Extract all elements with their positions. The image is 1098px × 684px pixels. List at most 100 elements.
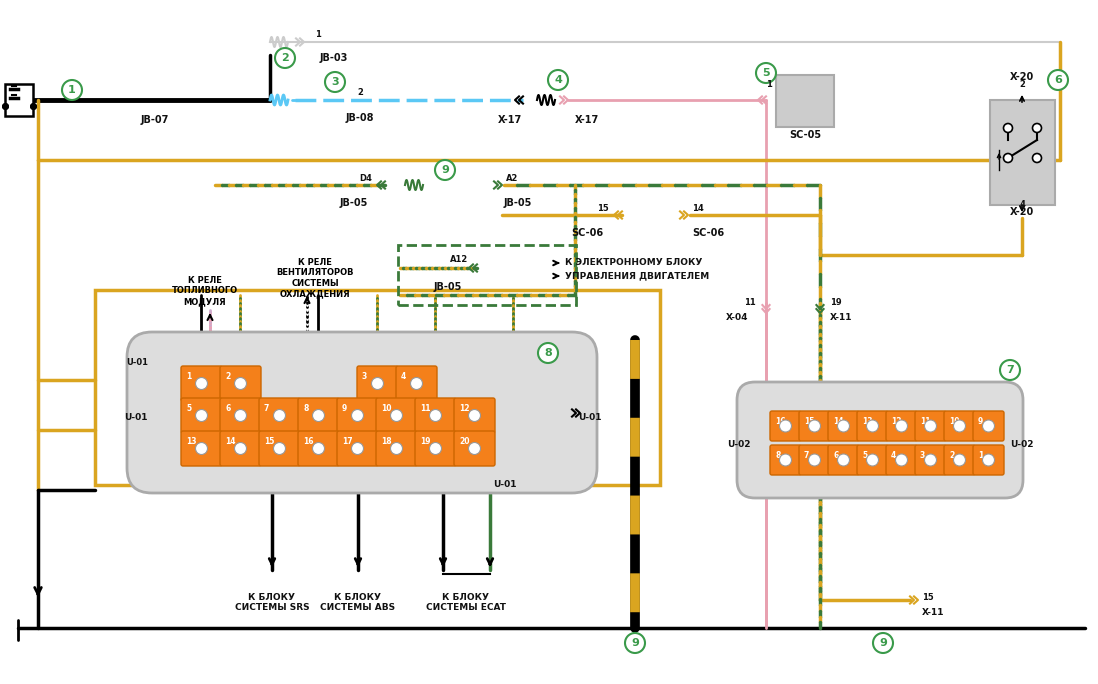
Text: 14: 14 [692, 204, 704, 213]
Text: 9: 9 [978, 417, 983, 426]
FancyBboxPatch shape [220, 431, 261, 466]
FancyBboxPatch shape [776, 75, 834, 127]
FancyBboxPatch shape [973, 445, 1004, 475]
FancyBboxPatch shape [828, 445, 859, 475]
Text: К БЛОКУ
СИСТЕМЫ ABS: К БЛОКУ СИСТЕМЫ ABS [321, 593, 395, 612]
Circle shape [195, 443, 208, 454]
Text: 13: 13 [862, 417, 873, 426]
Circle shape [1047, 70, 1068, 90]
Circle shape [983, 454, 995, 466]
Circle shape [538, 343, 558, 363]
Text: X-11: X-11 [922, 608, 944, 617]
Text: U-02: U-02 [728, 440, 751, 449]
Circle shape [1032, 153, 1042, 163]
Text: 4: 4 [890, 451, 896, 460]
FancyBboxPatch shape [181, 398, 222, 433]
Text: 16: 16 [303, 437, 314, 446]
Circle shape [391, 443, 403, 454]
Circle shape [838, 454, 850, 466]
Circle shape [866, 420, 878, 432]
FancyBboxPatch shape [828, 411, 859, 441]
FancyBboxPatch shape [181, 431, 222, 466]
FancyBboxPatch shape [944, 445, 975, 475]
FancyBboxPatch shape [376, 398, 417, 433]
Text: U-01: U-01 [126, 358, 148, 367]
Circle shape [808, 454, 820, 466]
FancyBboxPatch shape [453, 431, 495, 466]
Circle shape [235, 378, 246, 389]
Text: 7: 7 [264, 404, 269, 413]
Circle shape [313, 410, 325, 421]
FancyBboxPatch shape [415, 398, 456, 433]
Circle shape [235, 443, 246, 454]
Text: 6: 6 [225, 404, 231, 413]
Text: 1: 1 [766, 80, 772, 89]
Circle shape [873, 633, 893, 653]
Circle shape [838, 420, 850, 432]
Text: 9: 9 [441, 165, 449, 175]
Circle shape [548, 70, 568, 90]
Circle shape [273, 410, 285, 421]
Circle shape [1004, 124, 1012, 133]
FancyBboxPatch shape [259, 398, 300, 433]
Circle shape [435, 160, 455, 180]
Circle shape [469, 410, 481, 421]
FancyBboxPatch shape [415, 431, 456, 466]
Circle shape [273, 443, 285, 454]
Text: 10: 10 [949, 417, 960, 426]
Text: JB-05: JB-05 [504, 198, 533, 208]
Circle shape [866, 454, 878, 466]
Text: 6: 6 [1054, 75, 1062, 85]
Text: К БЛОКУ
СИСТЕМЫ ECAT: К БЛОКУ СИСТЕМЫ ECAT [426, 593, 506, 612]
Text: U-01: U-01 [578, 413, 602, 422]
Text: УПРАВЛЕНИЯ ДВИГАТЕЛЕМ: УПРАВЛЕНИЯ ДВИГАТЕЛЕМ [565, 271, 709, 280]
Circle shape [351, 410, 363, 421]
Circle shape [235, 410, 246, 421]
Text: 2: 2 [225, 372, 231, 381]
Text: 2: 2 [949, 451, 954, 460]
Text: 9: 9 [341, 404, 347, 413]
Text: 15: 15 [804, 417, 815, 426]
FancyBboxPatch shape [453, 398, 495, 433]
FancyBboxPatch shape [915, 411, 946, 441]
Text: 7: 7 [804, 451, 809, 460]
Circle shape [925, 454, 937, 466]
FancyBboxPatch shape [5, 84, 33, 116]
Circle shape [411, 378, 423, 389]
FancyBboxPatch shape [376, 431, 417, 466]
Text: X-04: X-04 [726, 313, 748, 322]
Text: 9: 9 [879, 638, 887, 648]
Circle shape [313, 443, 325, 454]
Text: 1: 1 [315, 30, 321, 39]
Text: 15: 15 [922, 593, 933, 602]
Circle shape [808, 420, 820, 432]
Circle shape [983, 420, 995, 432]
Text: A2: A2 [506, 174, 518, 183]
FancyBboxPatch shape [259, 431, 300, 466]
Text: 2: 2 [357, 88, 363, 97]
Text: 15: 15 [264, 437, 274, 446]
Circle shape [391, 410, 403, 421]
Text: 11: 11 [920, 417, 930, 426]
FancyBboxPatch shape [298, 431, 339, 466]
Circle shape [1032, 124, 1042, 133]
FancyBboxPatch shape [220, 398, 261, 433]
FancyBboxPatch shape [944, 411, 975, 441]
Text: 8: 8 [303, 404, 309, 413]
FancyBboxPatch shape [357, 366, 397, 401]
Text: К РЕЛЕ
ВЕНТИЛЯТОРОВ
СИСТЕМЫ
ОХЛАЖДЕНИЯ: К РЕЛЕ ВЕНТИЛЯТОРОВ СИСТЕМЫ ОХЛАЖДЕНИЯ [277, 258, 354, 298]
Text: 16: 16 [775, 417, 785, 426]
Text: JB-03: JB-03 [320, 53, 348, 63]
Text: JB-07: JB-07 [141, 115, 169, 125]
Circle shape [953, 454, 965, 466]
Text: 1: 1 [978, 451, 983, 460]
Text: JB-05: JB-05 [434, 282, 462, 292]
Text: X-11: X-11 [830, 313, 852, 322]
Circle shape [429, 410, 441, 421]
Text: 3: 3 [920, 451, 926, 460]
Text: 9: 9 [631, 638, 639, 648]
FancyBboxPatch shape [337, 431, 378, 466]
Text: SC-05: SC-05 [789, 130, 821, 140]
Text: 14: 14 [225, 437, 235, 446]
Text: 3: 3 [332, 77, 339, 87]
